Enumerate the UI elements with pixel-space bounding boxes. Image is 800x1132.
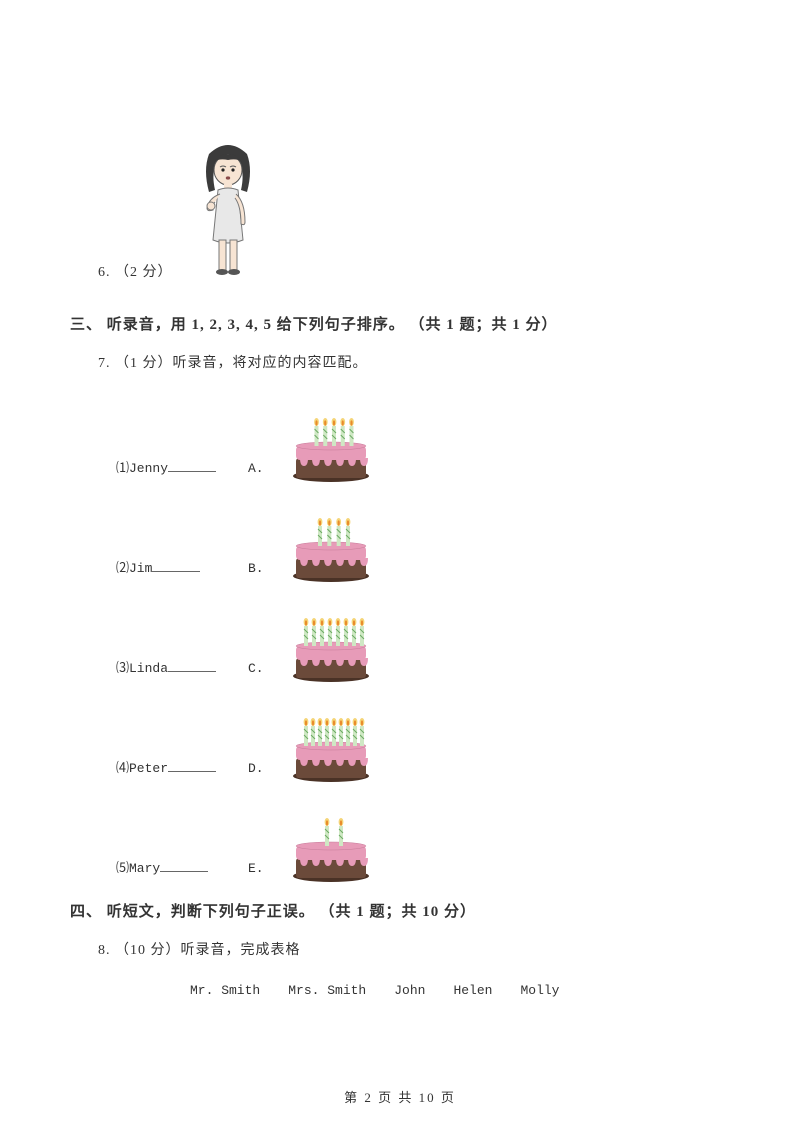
match-name: ⑷Peter — [116, 757, 248, 782]
table-column-header: John — [394, 983, 425, 998]
question-6-row: 6. （2 分） — [70, 140, 730, 285]
answer-blank[interactable] — [168, 760, 216, 772]
question-7-label: 7. （1 分）听录音，将对应的内容匹配。 — [70, 352, 730, 372]
match-container: ⑴Jenny A. — [70, 392, 730, 882]
question-6-label: 6. （2 分） — [98, 261, 173, 281]
cake-icon — [286, 698, 376, 782]
answer-blank[interactable] — [168, 460, 216, 472]
cake-icon — [286, 398, 376, 482]
match-name: ⑶Linda — [116, 657, 248, 682]
match-row: ⑴Jenny A. — [70, 392, 730, 482]
table-column-header: Mrs. Smith — [288, 983, 366, 998]
table-column-header: Mr. Smith — [190, 983, 260, 998]
match-row: ⑷Peter D. — [70, 692, 730, 782]
match-letter: C. — [248, 661, 286, 682]
match-row: ⑵Jim B. — [70, 492, 730, 582]
cake-icon — [286, 498, 376, 582]
answer-blank[interactable] — [168, 660, 216, 672]
answer-blank[interactable] — [152, 560, 200, 572]
match-name: ⑴Jenny — [116, 457, 248, 482]
match-letter: B. — [248, 561, 286, 582]
match-letter: D. — [248, 761, 286, 782]
match-name: ⑸Mary — [116, 857, 248, 882]
question-8-label: 8. （10 分）听录音，完成表格 — [70, 939, 730, 959]
match-row: ⑸Mary E. — [70, 792, 730, 882]
match-letter: E. — [248, 861, 286, 882]
page-footer: 第 2 页 共 10 页 — [0, 1087, 800, 1106]
cake-icon — [286, 798, 376, 882]
cake-icon — [286, 598, 376, 682]
section-3-heading: 三、 听录音，用 1, 2, 3, 4, 5 给下列句子排序。 （共 1 题；共… — [70, 313, 730, 334]
match-row: ⑶Linda C. — [70, 592, 730, 682]
girl-illustration — [191, 140, 265, 285]
match-name: ⑵Jim — [116, 557, 248, 582]
table-column-header: Molly — [520, 983, 559, 998]
match-letter: A. — [248, 461, 286, 482]
table-column-header: Helen — [453, 983, 492, 998]
table-header-row: Mr. Smith Mrs. Smith John Helen Molly — [70, 983, 730, 998]
answer-blank[interactable] — [160, 860, 208, 872]
section-4-heading: 四、 听短文，判断下列句子正误。 （共 1 题；共 10 分） — [70, 900, 730, 921]
